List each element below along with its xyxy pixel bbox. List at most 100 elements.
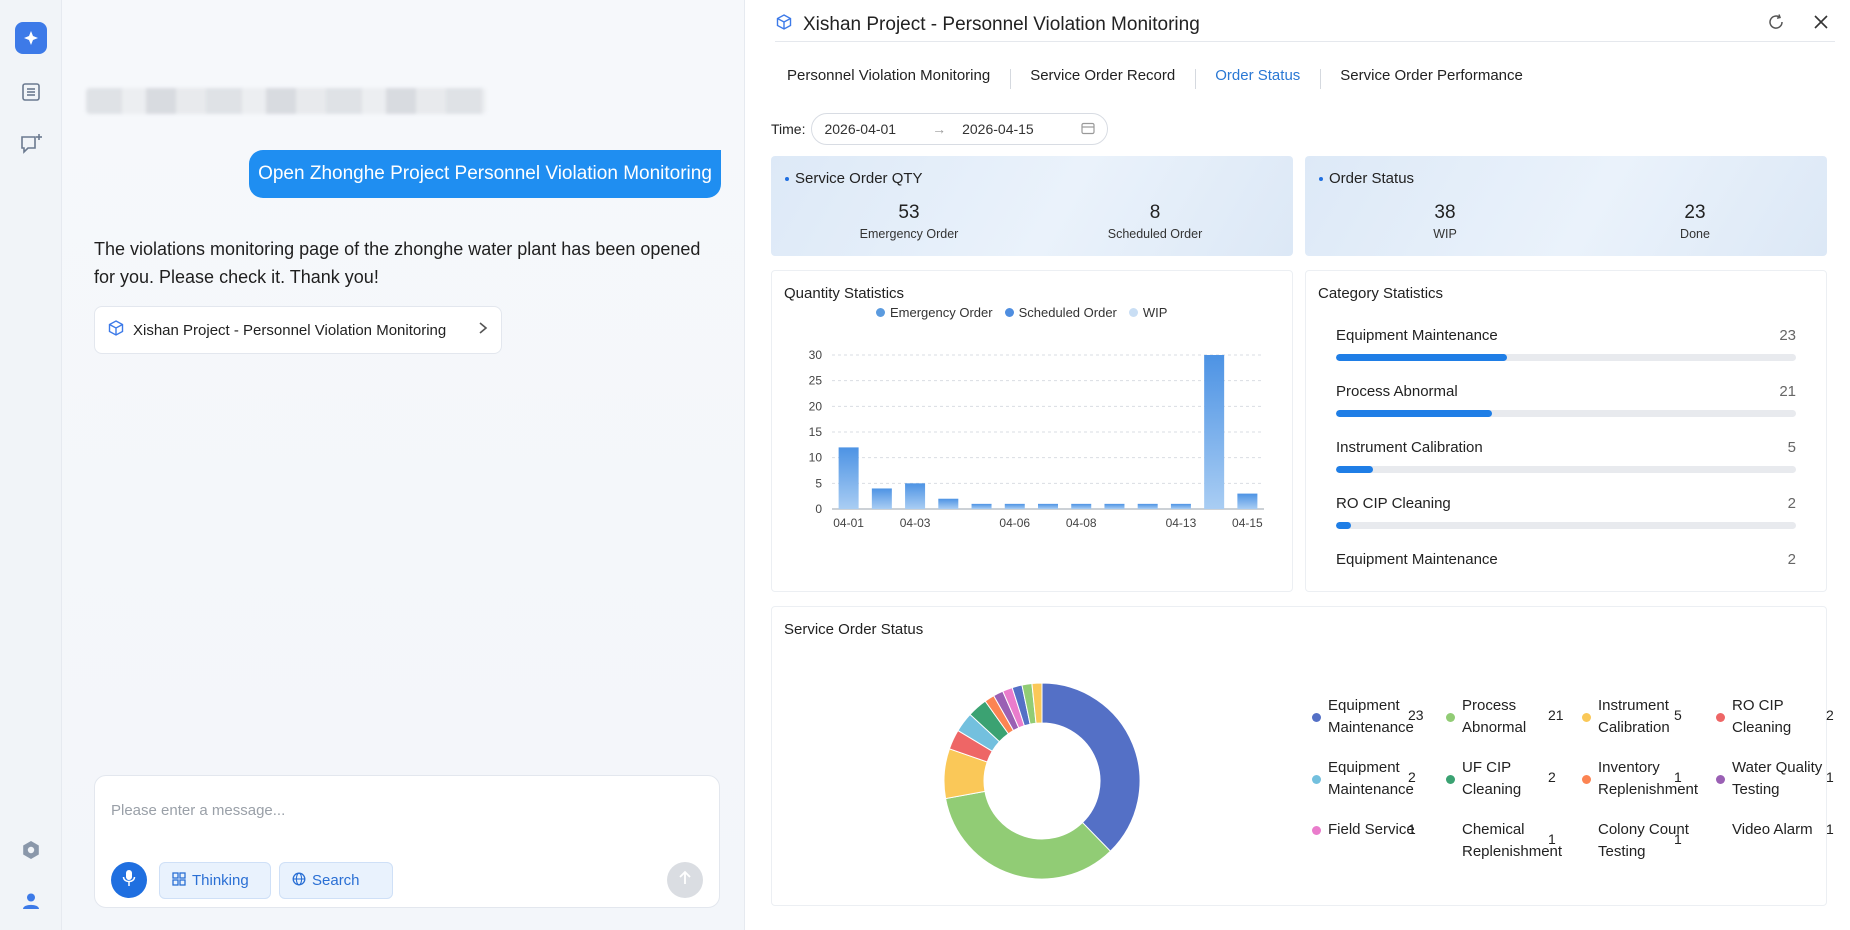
legend-count: 23 [1408,707,1424,723]
message-input[interactable]: Please enter a message... [111,802,286,819]
y-tick-label: 30 [809,348,823,362]
category-progress-track [1336,354,1796,361]
legend-name: RO CIP Cleaning [1732,697,1792,736]
thinking-toggle[interactable]: Thinking [159,862,271,899]
thinking-icon [172,871,186,890]
category-progress-fill [1336,410,1492,417]
legend-name: Process Abnormal [1462,697,1527,736]
service-order-qty-title: Service Order QTY [785,170,923,187]
donut-slice [945,790,1112,880]
user-message-bubble: Open Zhonghe Project Personnel Violation… [249,150,721,198]
legend-item-wip: WIP [1128,305,1167,320]
donut-slice [1031,682,1043,724]
kpi-value: 53 [898,202,920,223]
category-progress-fill [1336,354,1507,361]
bar [871,488,892,509]
legend-count: 1 [1826,821,1834,837]
kpi-label: Done [1680,227,1710,241]
microphone-icon [122,869,136,892]
kpi-scheduled-order: 8 Scheduled Order [1075,202,1235,241]
kpi-value: 38 [1434,202,1456,223]
new-chat-icon[interactable] [15,128,47,160]
x-tick-label: 04-15 [1232,516,1263,530]
legend-name: Chemical Replenishment [1462,821,1563,860]
legend-count: 2 [1408,769,1416,785]
legend-item: Field Service 1 [1312,819,1416,841]
date-start[interactable]: 2026-04-01 [824,121,897,137]
legend-name: Equipment Maintenance [1328,759,1414,798]
kpi-label: Emergency Order [859,227,959,241]
chevron-right-icon [477,321,489,339]
legend-item: RO CIP Cleaning 2 [1716,695,1834,739]
category-statistics-card: Category Statistics Equipment Maintenanc… [1305,270,1827,592]
panel-header: Xishan Project - Personnel Violation Mon… [775,8,1835,42]
date-end[interactable]: 2026-04-15 [962,121,1034,137]
kpi-value: 8 [1149,202,1161,223]
legend-item: Video Alarm 1 [1716,819,1834,841]
close-icon[interactable] [1813,14,1829,35]
category-progress-fill [1336,522,1351,529]
x-tick-label: 04-13 [1166,516,1197,530]
refresh-icon[interactable] [1767,13,1785,36]
category-progress-fill [1336,466,1374,473]
y-tick-label: 20 [809,399,823,413]
list-icon[interactable] [15,76,47,108]
date-range-picker[interactable]: 2026-04-01 → 2026-04-15 [811,113,1109,145]
legend-item: Inventory Replenishment 1 [1582,757,1698,801]
tab-order-status[interactable]: Order Status [1195,67,1320,89]
legend-item: Chemical Replenishment 1 [1446,819,1562,863]
category-count: 5 [1787,439,1796,456]
app-logo-icon[interactable] [15,22,47,54]
x-tick-label: 04-08 [1066,516,1097,530]
order-status-title: Order Status [1318,170,1415,187]
search-toggle[interactable]: Search [279,862,393,899]
cube-icon [107,319,125,341]
category-progress-track [1336,466,1796,473]
tab-bar: Personnel Violation Monitoring Service O… [767,60,1543,90]
service-order-status-card: Service Order Status Equipment Maintenanc… [771,606,1834,906]
category-name: Process Abnormal [1336,383,1458,400]
settings-gear-icon[interactable] [15,834,47,866]
date-separator: → [932,121,947,137]
legend-count: 21 [1548,707,1564,723]
legend-dot [1446,774,1455,784]
legend-name: Colony Count Testing [1598,821,1689,860]
time-label: Time: [771,121,806,137]
legend-item-scheduled: Scheduled Order [1004,305,1117,320]
send-button[interactable] [667,862,703,898]
legend-dot [1716,774,1725,784]
legend-count: 5 [1674,707,1682,723]
calendar-icon[interactable] [1081,121,1096,138]
legend-item: UF CIP Cleaning 2 [1446,757,1556,801]
result-link-card[interactable]: Xishan Project - Personnel Violation Mon… [94,306,502,354]
legend-dot [1312,774,1321,784]
category-name: Equipment Maintenance [1336,327,1498,344]
bar [905,483,926,509]
kpi-done: 23 Done [1615,202,1775,241]
globe-icon [292,872,306,890]
legend-name: Instrument Calibration [1598,697,1670,736]
legend-name: Equipment Maintenance [1328,697,1414,736]
legend-dot [1446,712,1455,722]
legend-count: 2 [1548,769,1556,785]
tab-service-order-record[interactable]: Service Order Record [1010,67,1195,89]
blurred-header-text [86,88,486,114]
bar [1237,493,1258,509]
service-order-status-title: Service Order Status [784,621,924,638]
quantity-statistics-card: Quantity Statistics Emergency Order Sche… [771,270,1293,592]
panel-title: Xishan Project - Personnel Violation Mon… [803,13,1200,35]
tab-service-order-performance[interactable]: Service Order Performance [1320,67,1543,89]
kpi-value: 23 [1684,202,1706,223]
arrow-up-icon [678,870,692,891]
legend-item: Water Quality Testing 1 [1716,757,1834,801]
bar [938,498,959,509]
bar [1170,503,1191,509]
microphone-button[interactable] [111,862,147,898]
tab-personnel-violation-monitoring[interactable]: Personnel Violation Monitoring [787,66,991,84]
x-tick-label: 04-01 [833,516,864,530]
legend-item: Process Abnormal 21 [1446,695,1564,739]
legend-count: 1 [1674,769,1682,785]
user-avatar-icon[interactable] [15,885,47,917]
legend-item: Instrument Calibration 5 [1582,695,1682,739]
